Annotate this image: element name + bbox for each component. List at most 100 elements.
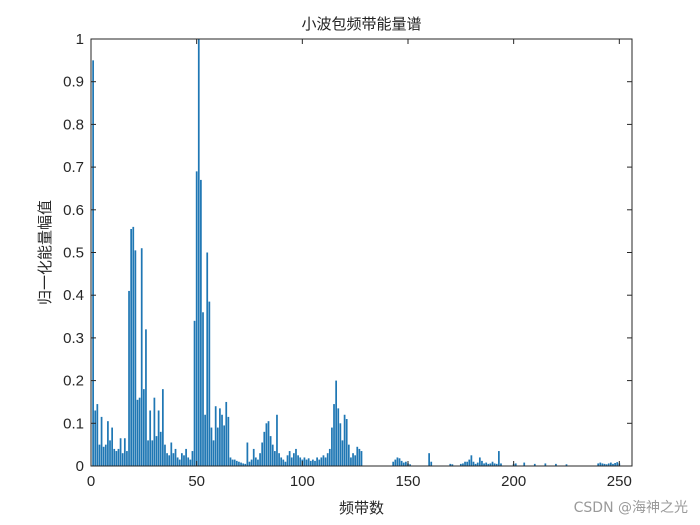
- bar: [500, 463, 502, 466]
- bar: [92, 60, 94, 466]
- bar: [197, 39, 200, 466]
- bar: [94, 410, 97, 466]
- bar: [468, 459, 471, 466]
- x-tick-label: 50: [188, 473, 205, 490]
- bar: [121, 453, 124, 466]
- bar: [96, 404, 99, 466]
- bar: [257, 459, 259, 466]
- bar: [271, 444, 274, 466]
- bar: [153, 397, 156, 466]
- bar: [316, 457, 318, 466]
- bar: [172, 453, 175, 466]
- bar: [544, 463, 547, 466]
- bar: [533, 463, 536, 466]
- bar: [597, 463, 600, 466]
- bar: [318, 459, 321, 466]
- bar: [130, 229, 133, 466]
- bar: [612, 463, 614, 466]
- bar: [242, 463, 245, 466]
- bar: [187, 457, 190, 466]
- bar: [487, 463, 490, 466]
- bar: [356, 446, 359, 466]
- bar: [170, 442, 173, 466]
- bar: [214, 406, 217, 466]
- bar: [299, 457, 302, 466]
- y-tick-label: 1: [76, 31, 84, 48]
- bar: [352, 453, 354, 466]
- y-tick-label: 0.5: [63, 245, 84, 262]
- bar: [328, 448, 331, 466]
- bar: [261, 442, 264, 466]
- bar: [430, 461, 433, 466]
- bar: [263, 431, 266, 466]
- bar: [481, 460, 483, 466]
- bar: [462, 463, 464, 466]
- bar: [267, 421, 270, 466]
- bar: [200, 179, 202, 466]
- bar: [210, 427, 213, 466]
- x-tick-label: 200: [501, 473, 526, 490]
- axes-group: 0 50 100 150 200 250 0 0.1 0.2 0.3 0.4 0.5 0.6 0.7 0.8…: [63, 31, 633, 490]
- bar: [166, 453, 168, 466]
- bar: [400, 460, 403, 466]
- bar: [601, 463, 604, 466]
- bar: [293, 453, 295, 466]
- y-tick-label: 0.2: [63, 373, 84, 390]
- bar: [337, 408, 340, 466]
- bar: [273, 451, 276, 466]
- bar: [142, 389, 145, 466]
- bar: [343, 414, 346, 466]
- bar: [252, 448, 255, 466]
- bar: [345, 419, 348, 466]
- bar: [168, 455, 171, 466]
- bar: [485, 462, 488, 466]
- bar: [269, 436, 272, 466]
- bar: [259, 453, 261, 466]
- bar: [276, 414, 278, 466]
- bars-group: [92, 39, 621, 466]
- bar: [603, 463, 606, 466]
- bar: [225, 401, 228, 466]
- bar: [605, 464, 608, 466]
- bar: [164, 444, 166, 466]
- bar: [104, 444, 107, 466]
- bar: [115, 451, 118, 466]
- bar: [109, 440, 111, 466]
- bar: [159, 431, 162, 466]
- bar: [134, 250, 137, 466]
- bar: [394, 459, 397, 466]
- bar: [193, 320, 196, 466]
- bar: [489, 463, 492, 466]
- bar: [616, 462, 619, 466]
- bar: [498, 451, 500, 466]
- bar: [324, 457, 327, 466]
- bar: [238, 461, 240, 466]
- bar: [98, 444, 101, 466]
- y-tick-label: 0.7: [63, 159, 84, 176]
- x-tick-label: 100: [290, 473, 315, 490]
- y-tick-label: 0.1: [63, 415, 84, 432]
- watermark: CSDN @海神之光: [573, 500, 688, 516]
- bar: [607, 463, 610, 466]
- bar: [326, 453, 329, 466]
- bar: [254, 457, 257, 466]
- bar: [140, 248, 143, 466]
- bar: [147, 440, 149, 466]
- bar: [212, 440, 215, 466]
- bar: [195, 171, 198, 466]
- x-tick-label: 0: [87, 473, 95, 490]
- bar: [470, 455, 473, 466]
- bar: [282, 459, 285, 466]
- bar: [565, 464, 568, 466]
- bar: [136, 399, 139, 466]
- bar: [295, 448, 297, 466]
- bar: [309, 460, 312, 466]
- bar: [286, 455, 289, 466]
- y-tick-label: 0.9: [63, 74, 84, 91]
- bar: [478, 457, 481, 466]
- bar: [398, 458, 401, 466]
- bar: [240, 462, 242, 466]
- bar: [248, 461, 251, 466]
- bar: [189, 459, 192, 466]
